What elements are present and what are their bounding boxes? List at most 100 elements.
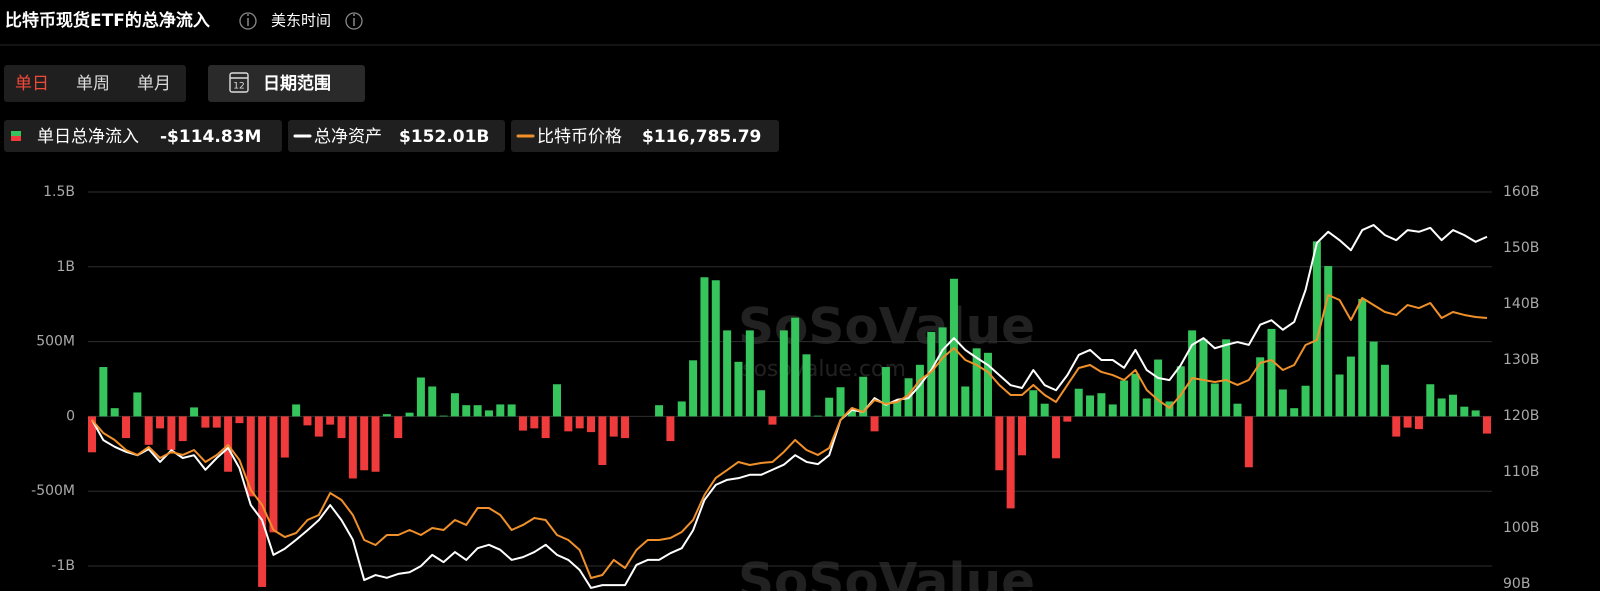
bar bbox=[813, 415, 822, 417]
bar bbox=[1358, 298, 1367, 417]
info-icon[interactable] bbox=[239, 12, 257, 30]
y2-tick-label: 120B bbox=[1503, 408, 1539, 424]
tab-group bbox=[4, 65, 186, 102]
bar bbox=[1392, 416, 1401, 437]
bar bbox=[802, 354, 811, 417]
bar bbox=[122, 416, 131, 439]
bar bbox=[983, 352, 992, 417]
bar bbox=[212, 416, 221, 428]
bar bbox=[927, 331, 936, 417]
bar bbox=[337, 416, 346, 439]
bar bbox=[1063, 416, 1072, 422]
bar bbox=[1086, 395, 1095, 417]
bar bbox=[711, 280, 720, 417]
bar bbox=[1052, 416, 1061, 459]
bar bbox=[1154, 359, 1163, 417]
y2-tick-label: 160B bbox=[1503, 184, 1539, 200]
bar bbox=[269, 416, 278, 533]
bar bbox=[779, 330, 788, 417]
bar bbox=[371, 416, 380, 472]
bar bbox=[1278, 389, 1287, 417]
bar bbox=[1244, 416, 1253, 468]
legend-value: -$114.83M bbox=[160, 127, 261, 147]
bar bbox=[326, 416, 335, 425]
bar bbox=[881, 367, 890, 417]
bar bbox=[1108, 404, 1117, 417]
legend-value: $152.01B bbox=[399, 127, 489, 147]
bar bbox=[870, 416, 879, 432]
bar bbox=[757, 390, 766, 417]
bar bbox=[938, 327, 947, 417]
bar bbox=[847, 410, 856, 417]
bar bbox=[655, 405, 664, 417]
bar bbox=[348, 416, 357, 479]
bar bbox=[156, 416, 165, 429]
calendar-icon bbox=[229, 72, 249, 93]
bar bbox=[416, 377, 425, 417]
bar bbox=[859, 376, 868, 417]
line bbox=[91, 294, 1488, 580]
y-tick-label: 1.5B bbox=[43, 184, 75, 200]
legend-name: 比特币价格 bbox=[537, 127, 622, 147]
bar bbox=[1097, 393, 1106, 417]
bar bbox=[1437, 398, 1446, 417]
bar bbox=[360, 416, 369, 471]
tab-active[interactable]: 单日 bbox=[15, 74, 49, 94]
bar bbox=[1142, 398, 1151, 417]
legend-item[interactable]: 单日总净流入 -$114.83M bbox=[4, 120, 282, 152]
bar bbox=[564, 416, 573, 432]
bar bbox=[246, 416, 255, 497]
bar bbox=[178, 416, 187, 442]
bar bbox=[144, 416, 153, 445]
bar bbox=[598, 416, 607, 466]
y2-tick-label: 130B bbox=[1503, 352, 1539, 368]
bar bbox=[450, 393, 459, 417]
bar bbox=[88, 416, 96, 453]
legend-value: $116,785.79 bbox=[642, 127, 761, 147]
bar bbox=[553, 384, 561, 417]
bar bbox=[972, 348, 981, 417]
bar bbox=[961, 386, 970, 417]
bar bbox=[1346, 356, 1355, 417]
bar bbox=[99, 367, 108, 417]
bar bbox=[1029, 390, 1038, 417]
line bbox=[91, 224, 1488, 589]
bar bbox=[518, 416, 527, 431]
date-range-button[interactable]: 12 日期范围 bbox=[208, 65, 365, 102]
bar bbox=[1324, 266, 1333, 417]
legend-item[interactable]: 比特币价格 $116,785.79 bbox=[511, 120, 779, 152]
tab[interactable]: 单月 bbox=[137, 74, 171, 94]
tab[interactable]: 单周 bbox=[76, 74, 110, 94]
bar bbox=[133, 392, 142, 417]
title: 比特币现货ETF的总净流入 bbox=[5, 10, 210, 31]
bar bbox=[1188, 330, 1197, 417]
bar bbox=[621, 416, 630, 439]
y2-tick-label: 100B bbox=[1503, 520, 1539, 536]
y2-tick-label: 90B bbox=[1503, 576, 1530, 591]
bar bbox=[1369, 341, 1378, 417]
timezone: 美东时间 bbox=[271, 12, 331, 30]
bar bbox=[1006, 416, 1015, 509]
bar bbox=[190, 407, 199, 417]
bar bbox=[1267, 328, 1276, 417]
y-tick-label: 500M bbox=[36, 334, 75, 350]
bar bbox=[110, 408, 119, 417]
bar bbox=[484, 410, 493, 417]
bar bbox=[1483, 416, 1491, 434]
bar bbox=[280, 416, 289, 458]
bar bbox=[666, 416, 675, 442]
y2-tick-label: 150B bbox=[1503, 240, 1539, 256]
bar bbox=[439, 415, 448, 417]
bar bbox=[1040, 403, 1049, 417]
info-icon[interactable] bbox=[345, 12, 363, 30]
bar bbox=[201, 416, 210, 428]
bar bbox=[235, 416, 244, 424]
legend-item[interactable]: 总净资产 $152.01B bbox=[288, 120, 505, 152]
bar bbox=[314, 416, 323, 437]
watermark: sosovalue.com bbox=[742, 357, 906, 382]
bar bbox=[428, 386, 437, 417]
bar bbox=[1426, 384, 1435, 417]
bar bbox=[462, 405, 471, 417]
bar bbox=[677, 401, 686, 417]
